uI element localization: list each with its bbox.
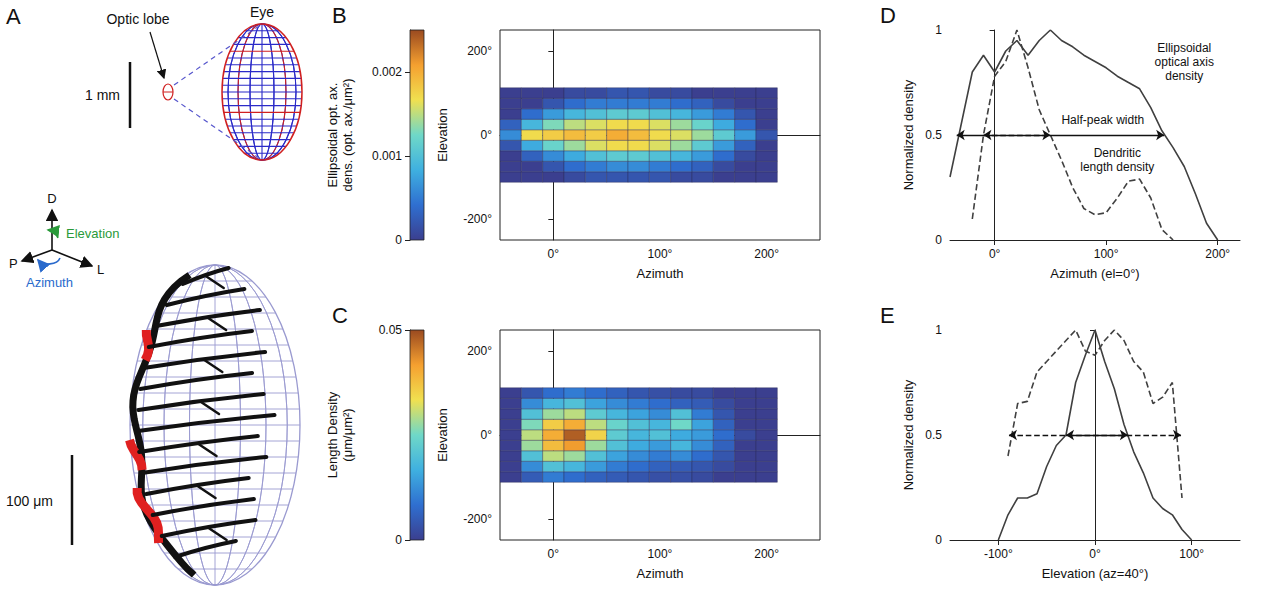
svg-text:B: B <box>332 3 347 28</box>
svg-text:0.5: 0.5 <box>925 428 942 442</box>
svg-text:0.5: 0.5 <box>925 128 942 142</box>
svg-text:A: A <box>6 4 21 29</box>
svg-text:Ellipsoidal: Ellipsoidal <box>1157 41 1211 55</box>
svg-text:0°: 0° <box>481 428 493 442</box>
svg-text:-100°: -100° <box>984 547 1013 561</box>
svg-text:-200°: -200° <box>463 512 492 526</box>
svg-text:0: 0 <box>395 233 402 247</box>
svg-text:0°: 0° <box>1089 547 1101 561</box>
svg-text:P: P <box>9 256 18 271</box>
svg-text:L: L <box>97 262 104 277</box>
svg-text:E: E <box>880 303 895 328</box>
svg-text:200°: 200° <box>1205 247 1230 261</box>
svg-text:Elevation (az=40°): Elevation (az=40°) <box>1042 566 1149 581</box>
svg-text:-200°: -200° <box>463 212 492 226</box>
svg-text:0: 0 <box>935 533 942 547</box>
svg-text:D: D <box>47 191 56 206</box>
svg-text:100°: 100° <box>648 247 673 261</box>
svg-text:Half-peak width: Half-peak width <box>1061 113 1144 127</box>
svg-text:density: density <box>1165 69 1203 83</box>
svg-text:(μm/μm²): (μm/μm²) <box>340 408 355 461</box>
svg-text:C: C <box>332 303 348 328</box>
svg-text:200°: 200° <box>754 247 779 261</box>
svg-text:Normalized density: Normalized density <box>901 379 916 490</box>
svg-text:Azimuth: Azimuth <box>637 266 684 281</box>
svg-text:100°: 100° <box>1179 547 1204 561</box>
svg-text:0°: 0° <box>481 128 493 142</box>
svg-text:Eye: Eye <box>250 4 274 20</box>
svg-text:200°: 200° <box>467 44 492 58</box>
svg-text:0°: 0° <box>548 547 560 561</box>
svg-text:1: 1 <box>935 323 942 337</box>
svg-text:Elevation: Elevation <box>435 408 450 461</box>
svg-text:100 μm: 100 μm <box>6 493 53 509</box>
svg-text:100°: 100° <box>1094 247 1119 261</box>
svg-text:200°: 200° <box>467 344 492 358</box>
svg-text:Ellipsoidal opt. ax.: Ellipsoidal opt. ax. <box>325 83 340 188</box>
svg-text:optical axis: optical axis <box>1155 55 1214 69</box>
svg-text:dens. (opt. ax./μm²): dens. (opt. ax./μm²) <box>340 79 355 192</box>
svg-text:Elevation: Elevation <box>435 108 450 161</box>
svg-text:0: 0 <box>935 233 942 247</box>
svg-text:1 mm: 1 mm <box>85 87 120 103</box>
svg-text:0°: 0° <box>989 247 1001 261</box>
svg-text:Azimuth (el=0°): Azimuth (el=0°) <box>1050 266 1139 281</box>
svg-text:Azimuth: Azimuth <box>26 275 73 290</box>
svg-text:Azimuth: Azimuth <box>637 566 684 581</box>
svg-text:0: 0 <box>395 533 402 547</box>
svg-text:Optic lobe: Optic lobe <box>106 11 169 27</box>
svg-text:Normalized density: Normalized density <box>901 79 916 190</box>
svg-text:100°: 100° <box>648 547 673 561</box>
svg-text:length density: length density <box>1080 160 1154 174</box>
svg-text:200°: 200° <box>754 547 779 561</box>
svg-text:Dendritic: Dendritic <box>1094 146 1141 160</box>
svg-text:Length Density: Length Density <box>325 391 340 478</box>
svg-text:0.05: 0.05 <box>379 323 403 337</box>
svg-text:1: 1 <box>935 23 942 37</box>
svg-text:D: D <box>880 3 896 28</box>
svg-text:0.002: 0.002 <box>372 65 402 79</box>
svg-text:0°: 0° <box>548 247 560 261</box>
svg-text:0.001: 0.001 <box>372 149 402 163</box>
svg-text:Elevation: Elevation <box>66 226 119 241</box>
